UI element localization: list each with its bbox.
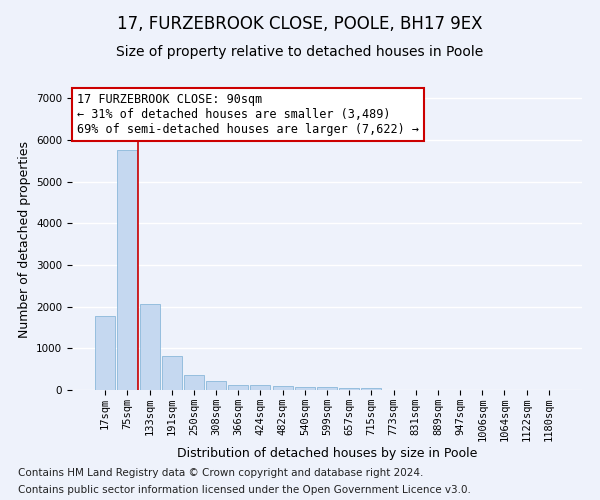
Y-axis label: Number of detached properties: Number of detached properties [17,142,31,338]
Text: 17 FURZEBROOK CLOSE: 90sqm
← 31% of detached houses are smaller (3,489)
69% of s: 17 FURZEBROOK CLOSE: 90sqm ← 31% of deta… [77,93,419,136]
Bar [206,381,226,390]
Bar [361,388,382,390]
Bar [250,386,271,390]
Bar [339,388,359,390]
Text: Contains HM Land Registry data © Crown copyright and database right 2024.: Contains HM Land Registry data © Crown c… [18,468,424,477]
Text: Size of property relative to detached houses in Poole: Size of property relative to detached ho… [116,45,484,59]
Bar [184,375,204,390]
Bar [295,386,315,390]
Bar [162,356,182,390]
Bar [272,386,293,390]
Bar [95,316,115,390]
X-axis label: Distribution of detached houses by size in Poole: Distribution of detached houses by size … [177,447,477,460]
Text: 17, FURZEBROOK CLOSE, POOLE, BH17 9EX: 17, FURZEBROOK CLOSE, POOLE, BH17 9EX [117,15,483,33]
Bar [118,150,137,390]
Text: Contains public sector information licensed under the Open Government Licence v3: Contains public sector information licen… [18,485,471,495]
Bar [317,388,337,390]
Bar [228,384,248,390]
Bar [140,304,160,390]
